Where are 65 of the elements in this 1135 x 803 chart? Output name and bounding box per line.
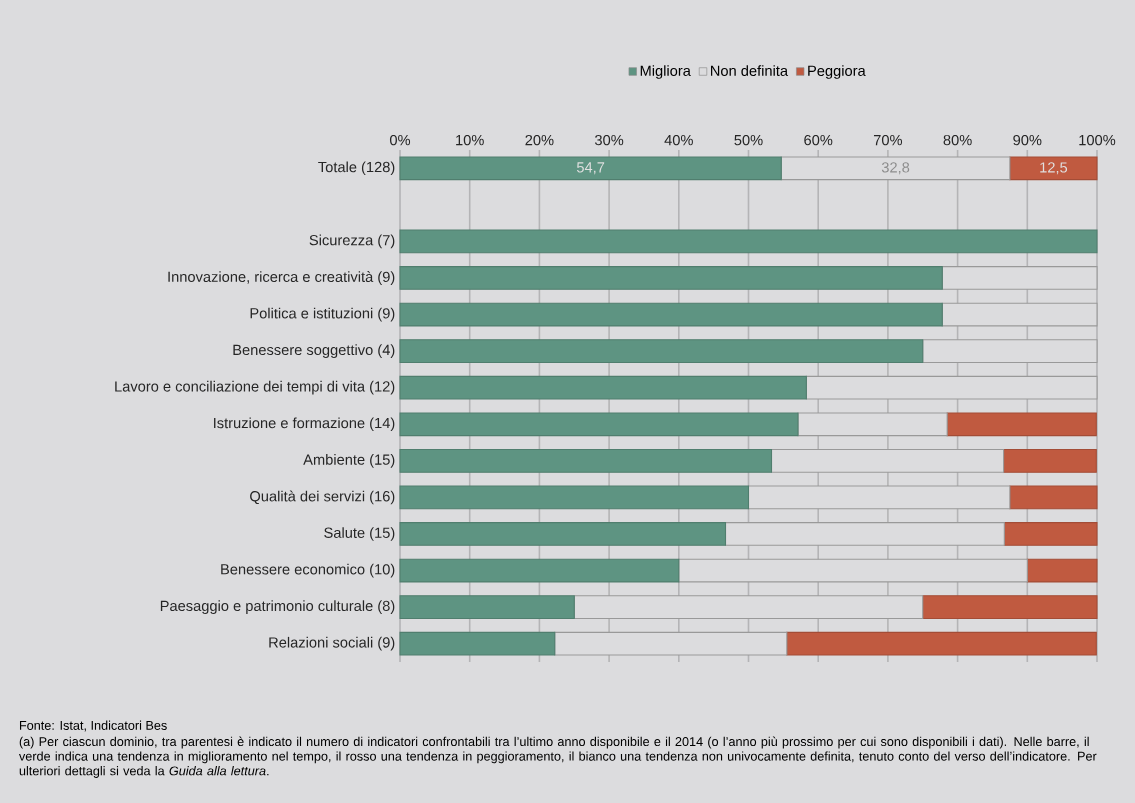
bar xyxy=(399,485,750,510)
bar xyxy=(399,375,807,400)
x-tick-label: 0% xyxy=(389,134,411,146)
x-tick-label: 60% xyxy=(804,134,833,146)
bar xyxy=(399,302,943,327)
x-tick-label: 10% xyxy=(456,134,484,146)
y-tick-label: Benessere economico (10) xyxy=(221,563,395,578)
y-tick-label: Qualità dei servizi (16) xyxy=(250,490,395,505)
legend-label: Migliora xyxy=(640,65,691,79)
bar xyxy=(399,522,727,546)
bar xyxy=(399,339,924,364)
x-tick-label: 70% xyxy=(873,134,903,146)
y-tick-label: Paesaggio e patrimonio culturale (8) xyxy=(160,600,395,614)
bar xyxy=(554,631,788,656)
text: (a) Per ciascun dominio, tra parentesi è indicato il numero di indicatori confrontabili tra l’ultimo anno disponibile e il 2014 (o l’anno più prossimo per cui sono disponibili i dati). Nelle barre, il verde indica una tendenza in miglioramento nel tempo, il rosso una tendenza in peggioramento, il bianco una tendenza non univocamente definita, tenuto conto del verso dell’indicatore. Per ulteriori dettagli si veda la Guida alla lettura. xyxy=(18,736,1097,778)
legend-label: Peggiora xyxy=(808,65,866,79)
bar xyxy=(946,412,1097,437)
y-tick-label: Relazioni sociali (9) xyxy=(269,636,395,651)
bar xyxy=(747,485,1011,510)
data-label: 12,5 xyxy=(1040,162,1068,175)
y-tick-label: Totale (128) xyxy=(318,161,395,176)
y-tick-label: Politica e istituzioni (9) xyxy=(250,307,395,322)
bar xyxy=(941,266,1098,290)
x-tick-label: 90% xyxy=(1013,134,1042,146)
source-note: Fonte: Istat, Indicatori Bes xyxy=(19,720,167,732)
bar xyxy=(941,302,1098,327)
legend-label: Non definita xyxy=(711,65,789,76)
y-tick-label: Sicurezza (7) xyxy=(309,234,395,249)
bar xyxy=(770,448,1005,473)
bar xyxy=(922,595,1098,620)
bar xyxy=(678,558,1028,583)
bar xyxy=(797,412,948,437)
bar xyxy=(1026,558,1098,583)
bar xyxy=(399,412,799,437)
x-tick-label: 50% xyxy=(734,134,763,146)
bar xyxy=(399,229,1098,254)
bar xyxy=(805,375,1098,400)
bar xyxy=(1009,485,1098,510)
bar xyxy=(399,156,782,181)
bar xyxy=(1003,522,1098,546)
bar xyxy=(1003,448,1097,473)
bar xyxy=(724,522,1005,546)
bar xyxy=(922,339,1098,364)
x-tick-label: 20% xyxy=(525,134,554,146)
y-tick-label: Salute (15) xyxy=(324,527,395,541)
bar xyxy=(399,595,575,620)
data-label: 32,8 xyxy=(881,162,910,175)
bar xyxy=(573,595,924,620)
y-tick-label: Istruzione e formazione (14) xyxy=(214,417,395,432)
x-tick-label: 40% xyxy=(664,134,693,146)
bar xyxy=(399,558,680,583)
bar xyxy=(786,631,1097,656)
bar xyxy=(399,631,556,656)
y-tick-label: Ambiente (15) xyxy=(303,454,395,468)
x-tick-label: 30% xyxy=(594,134,624,146)
bar xyxy=(780,156,1011,181)
bar xyxy=(399,448,773,473)
x-tick-label: 100% xyxy=(1079,134,1116,146)
y-tick-label: Benessere soggettivo (4) xyxy=(233,344,395,358)
bar xyxy=(1009,156,1098,181)
y-tick-label: Innovazione, ricerca e creatività (9) xyxy=(168,271,395,285)
bar xyxy=(399,266,943,290)
y-tick-label: Lavoro e conciliazione dei tempi di vita (12) xyxy=(115,380,395,395)
data-label: 54,7 xyxy=(576,162,605,175)
x-tick-label: 80% xyxy=(943,134,972,146)
